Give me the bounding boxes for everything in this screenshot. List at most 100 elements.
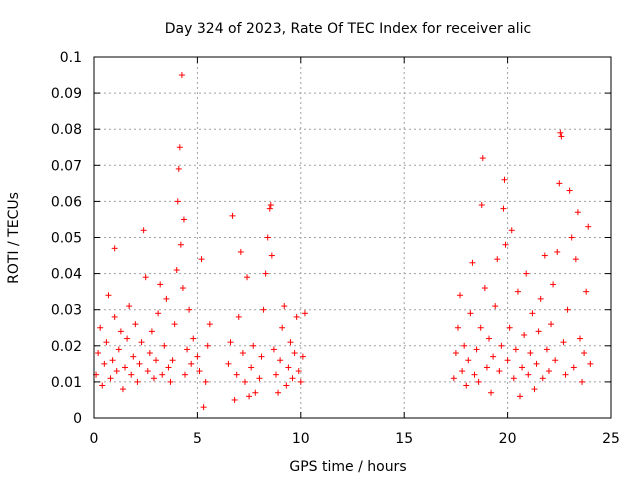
data-point <box>97 324 104 331</box>
data-point <box>174 198 181 205</box>
data-point <box>148 328 155 335</box>
data-point <box>554 248 561 255</box>
data-point <box>508 227 515 234</box>
y-tick-label: 0.04 <box>51 267 82 283</box>
data-point <box>235 313 242 320</box>
data-point <box>281 303 288 310</box>
data-point <box>126 303 133 310</box>
data-point <box>585 223 592 230</box>
data-point <box>473 346 480 353</box>
data-point <box>161 342 168 349</box>
data-point <box>171 321 178 328</box>
data-point <box>196 368 203 375</box>
data-point <box>176 144 183 151</box>
data-point <box>279 324 286 331</box>
plot-frame <box>93 56 612 419</box>
data-point <box>579 378 586 385</box>
data-point <box>200 404 207 411</box>
data-point <box>179 285 186 292</box>
data-point <box>146 350 153 357</box>
data-point <box>488 389 495 396</box>
data-point <box>496 368 503 375</box>
y-tick-label: 0.03 <box>51 303 82 319</box>
data-point <box>153 357 160 364</box>
data-point <box>206 321 213 328</box>
data-point <box>450 375 457 382</box>
data-point <box>291 350 298 357</box>
data-point <box>463 382 470 389</box>
data-point <box>229 212 236 219</box>
data-point <box>233 371 240 378</box>
y-tick-label: 0.02 <box>51 339 82 355</box>
data-point <box>475 378 482 385</box>
y-axis-label: ROTI / TECUs <box>6 192 22 284</box>
data-point <box>483 364 490 371</box>
data-point <box>180 216 187 223</box>
x-tick-label: 10 <box>292 431 310 447</box>
data-point <box>150 375 157 382</box>
data-point <box>165 364 172 371</box>
y-tick-label: 0.07 <box>51 158 82 174</box>
data-point <box>262 270 269 277</box>
data-point <box>469 259 476 266</box>
data-point <box>260 306 267 313</box>
data-point <box>506 324 513 331</box>
y-tick-label: 0.08 <box>51 122 82 138</box>
data-point <box>188 360 195 367</box>
data-point <box>523 270 530 277</box>
data-point <box>264 234 271 241</box>
data-point <box>275 389 282 396</box>
data-point <box>471 371 478 378</box>
data-point <box>266 205 273 212</box>
data-point <box>541 252 548 259</box>
data-point <box>244 274 251 281</box>
data-point <box>250 342 257 349</box>
data-point <box>204 342 211 349</box>
data-point <box>537 295 544 302</box>
data-point <box>178 72 185 79</box>
data-point <box>122 364 129 371</box>
data-point <box>109 357 116 364</box>
data-point <box>285 364 292 371</box>
data-point <box>572 256 579 263</box>
data-point <box>132 321 139 328</box>
data-point <box>552 357 559 364</box>
data-point <box>95 350 102 357</box>
data-point <box>564 306 571 313</box>
data-point <box>576 335 583 342</box>
data-point <box>492 303 499 310</box>
data-point <box>543 346 550 353</box>
data-point <box>237 248 244 255</box>
data-point <box>494 256 501 263</box>
data-point <box>587 360 594 367</box>
data-points <box>93 72 594 411</box>
y-tick-label: 0.06 <box>51 194 82 210</box>
data-point <box>459 368 466 375</box>
data-point <box>277 357 284 364</box>
data-point <box>562 371 569 378</box>
data-point <box>550 281 557 288</box>
data-point <box>525 371 532 378</box>
axis-ticks: 0 0.01 0.02 0.03 0.04 0.05 0.06 0.07 0.08 0.09 0.1… <box>51 50 620 447</box>
data-point <box>461 342 468 349</box>
data-point <box>111 245 118 252</box>
x-tick-label: 0 <box>90 431 99 447</box>
data-point <box>295 368 302 375</box>
data-point <box>519 364 526 371</box>
data-point <box>134 378 141 385</box>
data-point <box>548 321 555 328</box>
data-point <box>144 368 151 375</box>
data-point <box>227 339 234 346</box>
data-point <box>566 187 573 194</box>
data-point <box>202 378 209 385</box>
data-point <box>529 310 536 317</box>
data-point <box>502 241 509 248</box>
data-point <box>283 382 290 389</box>
data-point <box>173 266 180 273</box>
data-point <box>175 165 182 172</box>
y-tick-label: 0.1 <box>60 50 82 66</box>
data-point <box>560 339 567 346</box>
data-point <box>99 382 106 389</box>
data-point <box>545 368 552 375</box>
data-point <box>101 360 108 367</box>
